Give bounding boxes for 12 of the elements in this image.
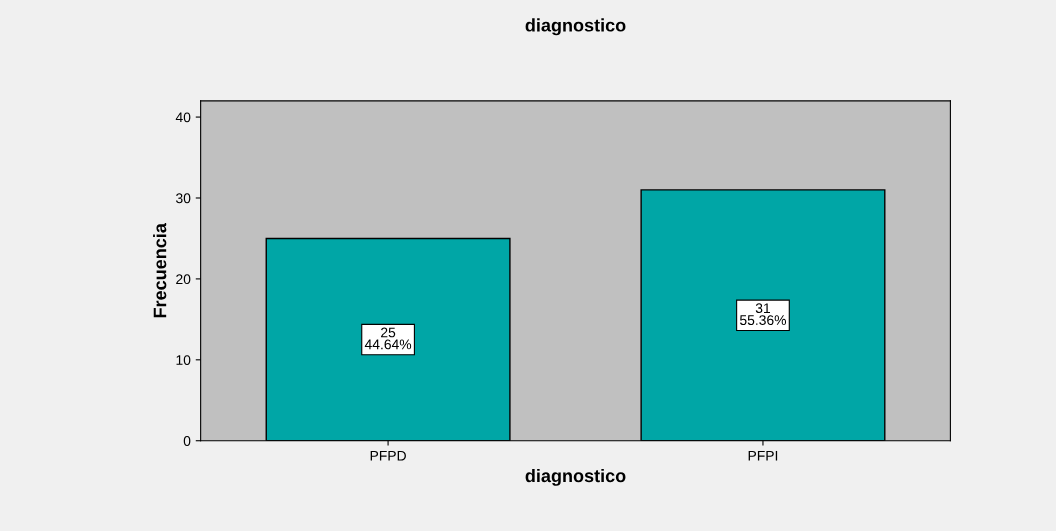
- x-tick-label: PFPD: [370, 450, 406, 461]
- x-tick-label: PFPI: [748, 450, 778, 461]
- y-tick-label: 10: [176, 355, 191, 365]
- data-label: 25 44.64%: [364, 327, 412, 350]
- y-tick-label: 20: [176, 274, 191, 285]
- y-tick-label: 30: [176, 193, 191, 204]
- chart-title: diagnostico: [525, 18, 626, 36]
- data-label: 31 55.36%: [739, 303, 787, 326]
- x-axis-title: diagnostico: [525, 468, 626, 486]
- y-axis-title: Frecuencia: [153, 223, 167, 318]
- y-tick-label: 40: [175, 112, 191, 123]
- y-tick-label: 0: [183, 436, 191, 446]
